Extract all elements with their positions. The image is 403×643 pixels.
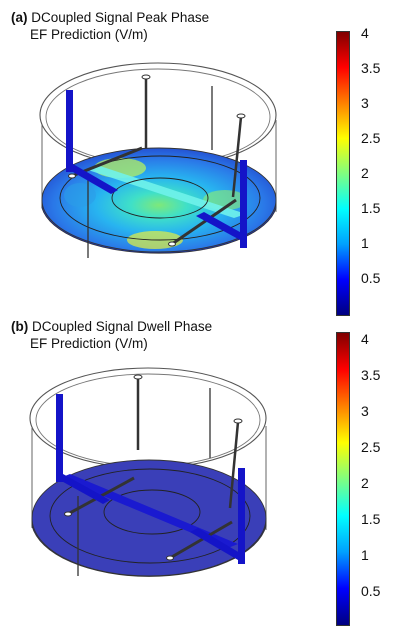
cylinder-arm-right [171,198,237,246]
panel-b-dwell-phase: (b) DCoupled Signal Dwell Phase EF Predi… [0,318,403,643]
colorbar-tick: 3 [361,95,369,111]
frame-top-ring-inner [35,373,261,467]
probe-tip [133,374,143,380]
colorbar-tick: 2.5 [361,439,381,455]
colorbar-tick: 2.5 [361,130,381,146]
colorbar-tick: 1.5 [361,511,381,527]
disc-ring-outer [59,155,261,241]
disc-ring-outer [49,468,251,564]
panel-a-3d-model [39,62,277,258]
disc-ring-center [103,489,201,535]
probe-tip [236,113,246,119]
panel-b-3d-model [29,367,267,577]
cylinder-end [168,241,176,247]
disc-ring-center [111,177,209,219]
panel-a-title: (a) DCoupled Signal Peak Phase EF Predic… [11,9,209,43]
colorbar-tick: 1 [361,547,369,563]
electrode-left-vertical [56,394,63,482]
colorbar-tick: 2 [361,165,369,181]
panel-b-title: (b) DCoupled Signal Dwell Phase EF Predi… [11,318,212,352]
colorbar-tick: 0.5 [361,270,381,286]
panel-a-label: (a) [11,10,28,25]
colorbar-tick: 0.5 [361,583,381,599]
colorbar-tick: 3 [361,403,369,419]
colorbar-tick: 4 [361,331,369,347]
panel-b-title-line1: DCoupled Signal Dwell Phase [32,319,213,334]
probe-rod [228,421,240,509]
colorbar-tick: 1 [361,235,369,251]
electrode-left-base [66,164,118,194]
colorbar-a [336,31,350,316]
frame-top-ring-outer [29,367,267,469]
cylinder-arm-right [169,520,233,560]
colorbar-tick: 1.5 [361,200,381,216]
center-field-strip [88,166,246,218]
panel-b-label: (b) [11,319,29,334]
field-hotspot [64,183,96,207]
probe-tip [141,74,151,80]
cylinder-end [166,555,174,561]
colorbar-tick: 3.5 [361,367,381,383]
colorbar-tick: 3.5 [361,60,381,76]
cylinder-end [68,173,76,179]
probe-rod [231,116,243,198]
electrode-left-base [56,474,110,504]
panel-a-title-line2: EF Prediction (V/m) [30,27,148,42]
cylinder-end [64,511,72,517]
electrode-left-vertical [66,90,73,172]
panel-a-title-line1: DCoupled Signal Peak Phase [31,10,210,25]
colorbar-tick: 2 [361,475,369,491]
colorbar-b [336,332,350,626]
electrode-right-vertical [238,468,245,564]
electrode-right-base [196,212,247,240]
colorbar-tick: 4 [361,25,369,41]
electrode-right-base [190,528,245,560]
panel-a-peak-phase: (a) DCoupled Signal Peak Phase EF Predic… [0,0,403,318]
electrode-right-vertical [240,160,247,248]
probe-tip [233,418,243,424]
panel-b-title-line2: EF Prediction (V/m) [30,336,148,351]
